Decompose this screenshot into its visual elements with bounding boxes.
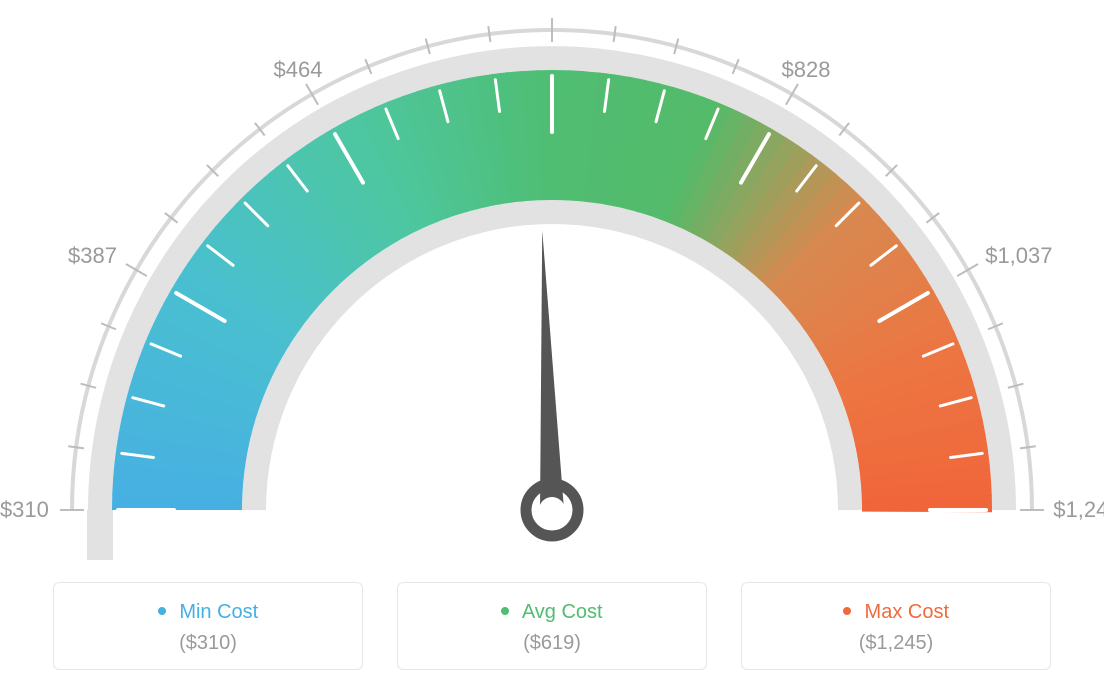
legend-row: Min Cost ($310) Avg Cost ($619) Max Cost… bbox=[0, 582, 1104, 670]
legend-value-min: ($310) bbox=[64, 632, 352, 655]
legend-value-avg: ($619) bbox=[408, 632, 696, 655]
scale-label: $828 bbox=[782, 57, 831, 83]
scale-label: $1,245 bbox=[1053, 497, 1104, 523]
legend-card-max: Max Cost ($1,245) bbox=[741, 582, 1051, 670]
legend-label-min: Min Cost bbox=[179, 601, 258, 623]
legend-card-avg: Avg Cost ($619) bbox=[397, 582, 707, 670]
scale-label: $310 bbox=[0, 497, 49, 523]
legend-title-max: Max Cost bbox=[752, 601, 1040, 624]
gauge-svg bbox=[0, 0, 1104, 560]
legend-card-min: Min Cost ($310) bbox=[53, 582, 363, 670]
legend-label-max: Max Cost bbox=[865, 601, 949, 623]
dot-icon bbox=[843, 607, 851, 615]
scale-label: $387 bbox=[68, 243, 117, 269]
dot-icon bbox=[158, 607, 166, 615]
scale-label: $619 bbox=[528, 0, 577, 2]
scale-label: $1,037 bbox=[985, 243, 1052, 269]
legend-label-avg: Avg Cost bbox=[522, 601, 603, 623]
scale-label: $464 bbox=[274, 57, 323, 83]
gauge-area: $310 $387 $464 $619 $828 $1,037 $1,245 bbox=[0, 0, 1104, 560]
chart-container: $310 $387 $464 $619 $828 $1,037 $1,245 Min Cos… bbox=[0, 0, 1104, 690]
legend-value-max: ($1,245) bbox=[752, 632, 1040, 655]
legend-title-avg: Avg Cost bbox=[408, 601, 696, 624]
legend-title-min: Min Cost bbox=[64, 601, 352, 624]
dot-icon bbox=[501, 607, 509, 615]
